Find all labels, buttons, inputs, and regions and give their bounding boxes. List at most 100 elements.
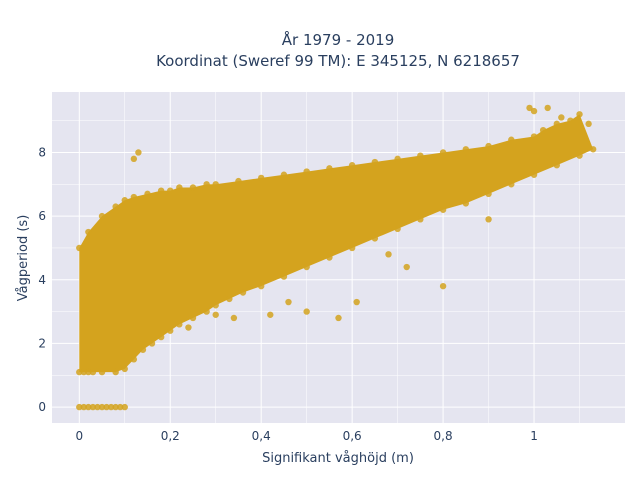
data-point xyxy=(139,346,147,353)
data-point xyxy=(485,190,492,198)
data-point xyxy=(157,187,165,194)
data-point xyxy=(167,327,174,334)
data-point xyxy=(76,403,83,411)
data-point xyxy=(530,107,538,115)
x-tick-label: 1 xyxy=(530,429,538,443)
data-point xyxy=(167,187,174,194)
x-tick-label: 0 xyxy=(75,429,83,443)
data-point xyxy=(485,142,492,150)
data-point xyxy=(439,282,447,290)
data-point xyxy=(203,308,210,315)
data-point xyxy=(394,225,401,233)
data-point xyxy=(157,333,165,341)
data-point xyxy=(85,368,92,376)
data-point xyxy=(176,184,183,191)
data-point xyxy=(385,251,392,258)
data-point xyxy=(112,403,119,411)
data-point xyxy=(576,152,583,159)
data-point xyxy=(567,117,574,124)
data-point xyxy=(144,190,151,198)
y-tick-label: 6 xyxy=(38,209,46,223)
chart-title-line-1: År 1979 - 2019 xyxy=(282,30,395,49)
data-point xyxy=(326,254,333,261)
y-tick-label: 4 xyxy=(38,273,46,287)
data-point xyxy=(121,197,128,204)
data-point xyxy=(303,168,310,175)
data-point xyxy=(267,311,274,318)
data-point xyxy=(394,155,401,163)
data-point xyxy=(326,165,333,172)
data-point xyxy=(121,365,128,373)
data-point xyxy=(558,114,565,121)
data-point xyxy=(576,111,583,118)
data-point xyxy=(439,149,447,156)
data-point xyxy=(107,403,115,411)
data-point xyxy=(130,155,138,163)
data-point xyxy=(348,244,356,252)
data-point xyxy=(203,181,210,188)
data-point xyxy=(103,403,110,411)
data-point xyxy=(76,368,83,376)
grid xyxy=(52,92,625,423)
data-cloud-fill xyxy=(79,114,594,373)
y-axis-ticks: 0 2 4 6 8 xyxy=(38,145,46,414)
data-point xyxy=(94,403,101,411)
data-point xyxy=(371,235,379,242)
data-point xyxy=(257,282,265,290)
x-axis-ticks: 0 0,2 0,4 0,6 0,8 1 xyxy=(75,429,537,443)
data-point xyxy=(530,133,538,140)
data-point xyxy=(89,368,97,376)
data-point xyxy=(335,314,342,322)
data-point xyxy=(235,177,242,185)
x-tick-label: 0,6 xyxy=(343,429,362,443)
data-point xyxy=(189,314,197,322)
x-axis-label: Signifikant våghöjd (m) xyxy=(262,451,414,466)
y-tick-label: 2 xyxy=(38,336,46,350)
data-point xyxy=(285,298,292,306)
data-point xyxy=(85,228,92,236)
data-point xyxy=(80,368,88,376)
data-point xyxy=(98,403,106,411)
data-point xyxy=(403,263,410,271)
data-point xyxy=(112,368,119,376)
data-point xyxy=(176,321,183,328)
data-point xyxy=(121,403,128,411)
data-point xyxy=(485,216,492,223)
data-point xyxy=(530,171,538,178)
data-point xyxy=(89,403,97,411)
data-point xyxy=(371,158,379,166)
x-tick-label: 0,2 xyxy=(161,429,180,443)
data-point xyxy=(539,126,547,134)
data-point xyxy=(526,104,533,112)
data-point xyxy=(553,120,560,128)
data-point xyxy=(257,174,265,182)
data-point xyxy=(553,162,560,169)
data-points xyxy=(76,104,597,411)
data-point xyxy=(76,244,83,252)
data-point xyxy=(130,193,138,201)
data-point xyxy=(80,403,88,411)
data-point xyxy=(462,200,470,207)
data-point xyxy=(417,216,424,223)
data-point xyxy=(303,308,310,315)
data-point xyxy=(508,181,515,188)
data-point xyxy=(135,149,142,156)
data-point xyxy=(280,171,288,178)
y-tick-label: 8 xyxy=(38,145,46,159)
data-point xyxy=(230,314,238,322)
data-point xyxy=(130,356,138,363)
data-point xyxy=(303,263,310,271)
x-tick-label: 0,4 xyxy=(252,429,271,443)
data-point xyxy=(98,368,106,376)
data-point xyxy=(85,403,92,411)
y-tick-label: 0 xyxy=(38,400,46,414)
data-point xyxy=(439,206,447,213)
y-axis-label: Vågperiod (s) xyxy=(16,215,31,302)
data-point xyxy=(148,340,156,347)
data-point xyxy=(189,184,197,191)
data-point xyxy=(417,152,424,159)
data-point xyxy=(280,273,288,280)
data-point xyxy=(544,104,551,112)
data-point xyxy=(353,298,360,306)
data-point xyxy=(239,289,247,296)
